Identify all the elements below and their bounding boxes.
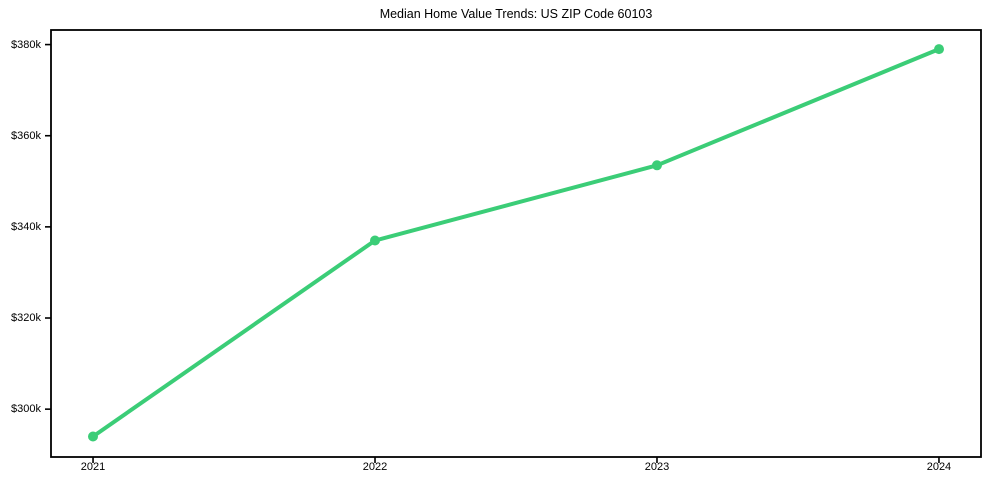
data-point-2021 — [88, 431, 98, 442]
x-tick-label-2024: 2024 — [926, 461, 952, 473]
x-tick-label-2023: 2023 — [644, 461, 670, 473]
chart-title: Median Home Value Trends: US ZIP Code 60… — [379, 7, 653, 21]
data-point-2024 — [934, 44, 944, 55]
data-point-2023 — [652, 160, 662, 171]
x-tick-label-2021: 2021 — [80, 461, 106, 473]
y-tick-label: $380k — [11, 38, 41, 51]
x-tick-label-2022: 2022 — [362, 461, 388, 473]
y-tick-label: $300k — [11, 403, 41, 416]
y-tick-label: $320k — [11, 312, 41, 324]
data-point-2022 — [370, 235, 380, 246]
trend-line — [91, 47, 941, 439]
y-tick-label: $340k — [11, 220, 41, 233]
y-tick-label: $360k — [11, 129, 41, 142]
axes-frame — [50, 29, 982, 458]
